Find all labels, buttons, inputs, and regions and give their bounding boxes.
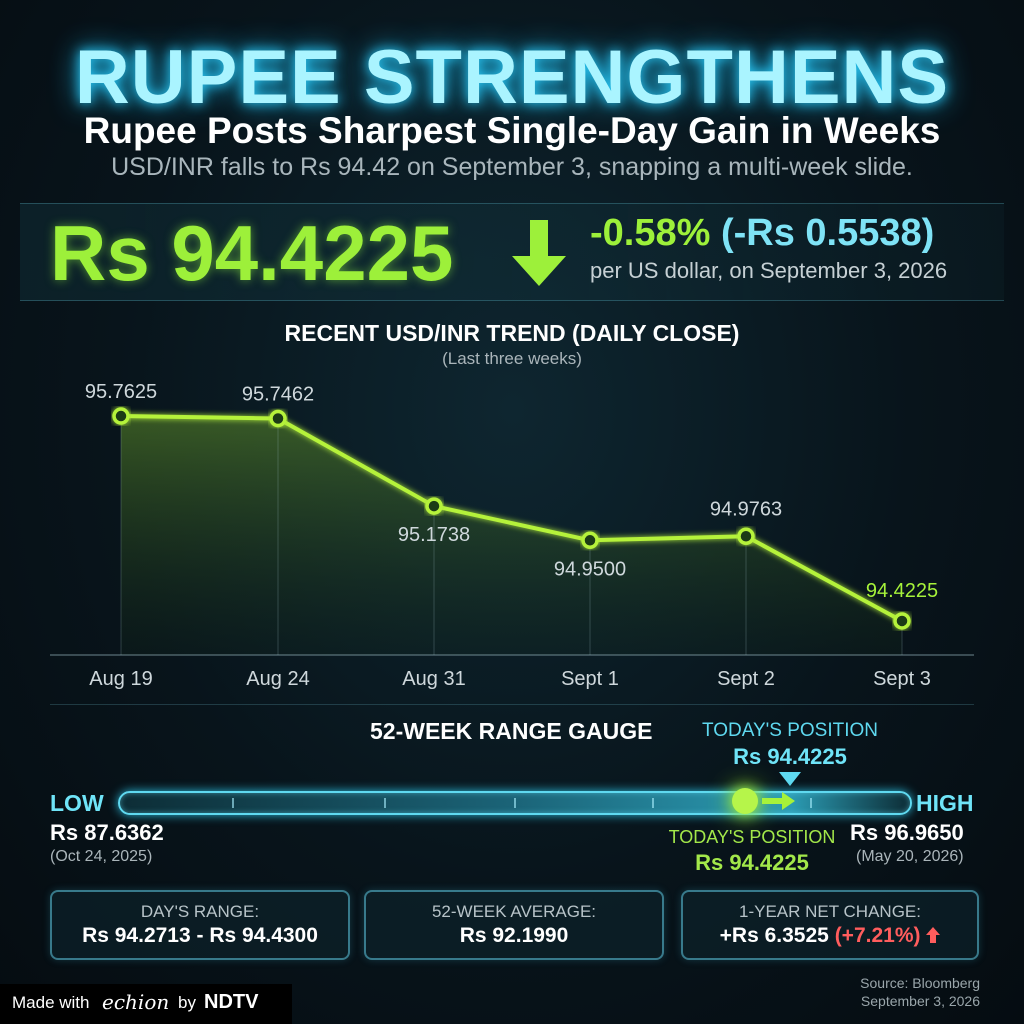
down-arrow-icon xyxy=(512,220,566,286)
series-line xyxy=(120,414,903,623)
source-line: Source: Bloomberg xyxy=(860,975,980,991)
chart-area-fill xyxy=(121,416,902,655)
data-point xyxy=(425,497,443,515)
current-price: Rs 94.4225 xyxy=(50,209,454,297)
gauge-tick xyxy=(810,798,812,808)
data-label: 95.7625 xyxy=(85,381,157,403)
gauge-tick xyxy=(514,798,516,808)
stat-value: Rs 94.2713 - Rs 94.4300 xyxy=(82,924,318,947)
change-absolute: (-Rs 0.5538) xyxy=(720,212,935,254)
position-value-bottom: Rs 94.4225 xyxy=(695,850,809,875)
data-point xyxy=(581,531,599,550)
stat-percent: (+7.21%) xyxy=(834,924,921,947)
gauge-tick xyxy=(232,798,234,808)
data-label: 95.7462 xyxy=(242,384,314,406)
stat-label: 1-YEAR NET CHANGE: xyxy=(738,902,921,921)
chart-title: RECENT USD/INR TREND (DAILY CLOSE) xyxy=(284,320,740,346)
up-arrow-icon xyxy=(926,927,941,943)
footer-ndtv-logo: NDTV xyxy=(204,991,259,1013)
x-tick-label: Sept 1 xyxy=(561,668,619,690)
data-point xyxy=(112,407,130,425)
position-value-top: Rs 94.4225 xyxy=(733,744,847,769)
position-marker-icon xyxy=(779,772,801,786)
source-note: Source: Bloomberg September 3, 2026 xyxy=(760,974,980,1010)
data-point xyxy=(893,612,911,630)
data-label: 95.1738 xyxy=(398,524,470,546)
page-title: RUPEE STRENGTHENS xyxy=(74,35,950,120)
stat-label: 52-WEEK AVERAGE: xyxy=(431,902,597,921)
stat-value-row: +Rs 6.3525 (+7.21%) xyxy=(683,924,977,948)
stat-value: +Rs 6.3525 xyxy=(719,924,829,947)
change-percent: -0.58% xyxy=(590,212,711,254)
data-point xyxy=(269,409,287,428)
stat-box-1-year-change: 1-YEAR NET CHANGE: +Rs 6.3525 (+7.21%) xyxy=(681,890,979,960)
price-panel xyxy=(20,203,1004,301)
gauge-high-label: HIGH xyxy=(916,790,974,816)
gauge-low-date: (Oct 24, 2025) xyxy=(50,848,153,865)
price-change: -0.58% (-Rs 0.5538) xyxy=(590,212,934,255)
footer-brand-logo: echion xyxy=(102,990,170,1014)
footer-bar xyxy=(0,984,292,1024)
subheadline: USD/INR falls to Rs 94.42 on September 3… xyxy=(111,153,913,181)
data-point xyxy=(737,527,755,546)
x-tick-label: Sept 3 xyxy=(873,668,931,690)
data-label: 94.9763 xyxy=(710,498,782,520)
data-label: 94.9500 xyxy=(554,558,626,580)
right-arrow-icon xyxy=(762,792,795,810)
footer-made-with: Made with xyxy=(12,993,90,1012)
gauge-low-value: Rs 87.6362 xyxy=(50,820,164,845)
gauge-high-date: (May 20, 2026) xyxy=(856,848,964,865)
stat-value: Rs 92.1990 xyxy=(459,924,569,947)
position-label-top: TODAY'S POSITION xyxy=(701,720,879,741)
headline: Rupee Posts Sharpest Single-Day Gain in … xyxy=(83,110,941,151)
gauge-high-value: Rs 96.9650 xyxy=(850,820,964,845)
gauge-title: 52-WEEK RANGE GAUGE xyxy=(370,718,653,744)
data-label: 94.4225 xyxy=(866,580,938,602)
stat-label: DAY'S RANGE: xyxy=(140,902,260,921)
price-note: per US dollar, on September 3, 2026 xyxy=(590,258,948,283)
x-tick-label: Aug 31 xyxy=(402,668,465,690)
footer-by: by xyxy=(178,993,196,1012)
position-label-bottom: TODAY'S POSITION xyxy=(668,827,836,847)
gauge-tick xyxy=(384,798,386,808)
trend-chart: 95.7625 95.7462 95.1738 94.9500 94.9763 94.42… xyxy=(50,381,974,690)
chart-subtitle: (Last three weeks) xyxy=(442,349,582,368)
gauge-low-label: LOW xyxy=(50,790,104,816)
x-tick-label: Aug 19 xyxy=(89,668,152,690)
section-divider xyxy=(50,704,974,705)
gauge-tick xyxy=(652,798,654,808)
gauge-position-dot xyxy=(732,788,758,814)
stat-box-days-range: DAY'S RANGE: Rs 94.2713 - Rs 94.4300 xyxy=(50,890,350,960)
x-tick-label: Aug 24 xyxy=(246,668,309,690)
stat-box-52-week-average: 52-WEEK AVERAGE: Rs 92.1990 xyxy=(364,890,664,960)
x-tick-label: Sept 2 xyxy=(717,668,775,690)
source-date: September 3, 2026 xyxy=(860,993,980,1009)
